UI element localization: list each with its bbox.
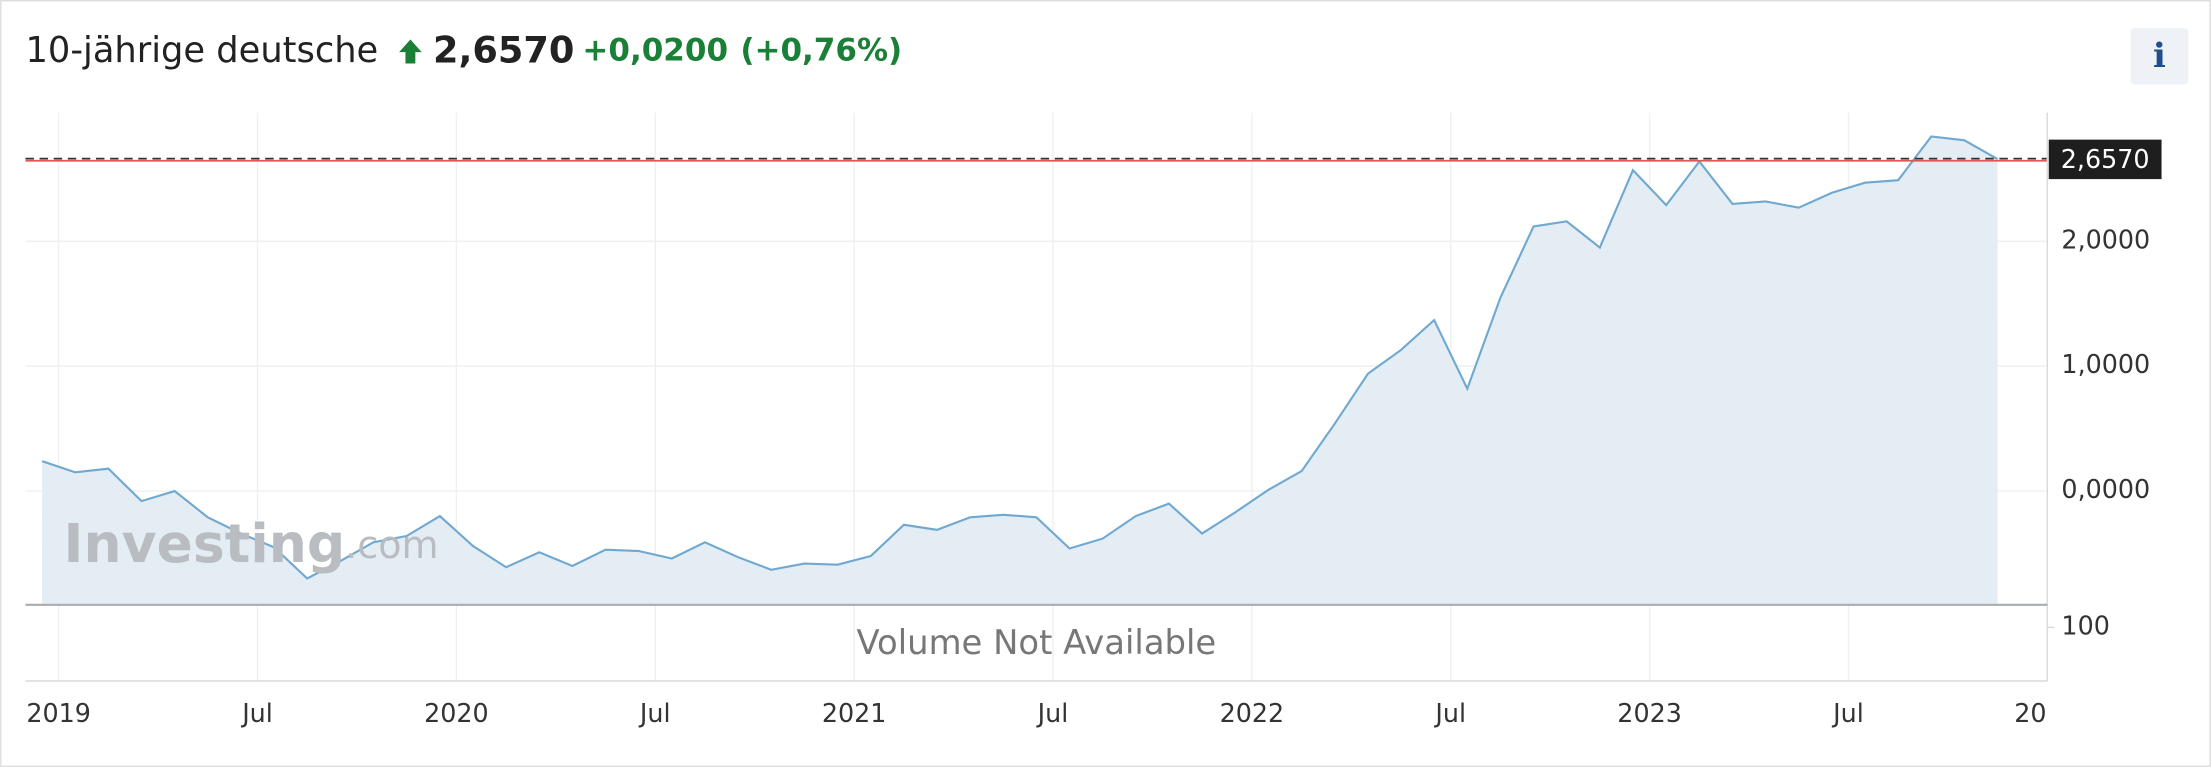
y-tick-label: 2,0000	[2061, 224, 2150, 254]
volume-tick-label: 100	[2061, 610, 2109, 640]
x-tick-label: 2022	[1220, 698, 1285, 728]
watermark-main: Investing	[64, 512, 346, 575]
x-tick-label: Jul	[1036, 698, 1069, 728]
x-tick-label: Jul	[638, 698, 671, 728]
chart-title: 10-jährige deutsche	[25, 30, 378, 71]
info-icon[interactable]: i	[2153, 35, 2166, 75]
plot: 0,0000 1,0000 2,0000 2019 Jul 2020 Jul 2021 Jul 2…	[25, 112, 2162, 728]
info-button[interactable]	[2130, 28, 2189, 85]
x-tick-label: 2020	[424, 698, 489, 728]
y-tick-label: 0,0000	[2061, 474, 2150, 504]
x-tick-label: Jul	[1831, 698, 1864, 728]
up-arrow	[399, 39, 422, 64]
watermark-suffix: .com	[345, 523, 438, 567]
x-tick-label: 2019	[26, 698, 91, 728]
x-tick-label: 2021	[822, 698, 887, 728]
x-tick-label: Jul	[240, 698, 273, 728]
price-tag-label: 2,6570	[2061, 144, 2150, 174]
volume-message: Volume Not Available	[857, 623, 1217, 662]
price-tag	[2048, 139, 2162, 180]
x-tick-label: 2023	[1617, 698, 1682, 728]
line	[41, 135, 1999, 580]
change-percent: (+0,76%)	[740, 33, 902, 69]
price: 2,6570	[433, 29, 574, 72]
area-fill	[42, 136, 1998, 604]
change: +0,0200	[582, 33, 728, 69]
x-tick-label: 20	[2014, 698, 2046, 728]
watermark: Investing.com	[64, 512, 439, 575]
y-tick-label: 1,0000	[2061, 349, 2150, 379]
x-tick-label: Jul	[1433, 698, 1466, 728]
